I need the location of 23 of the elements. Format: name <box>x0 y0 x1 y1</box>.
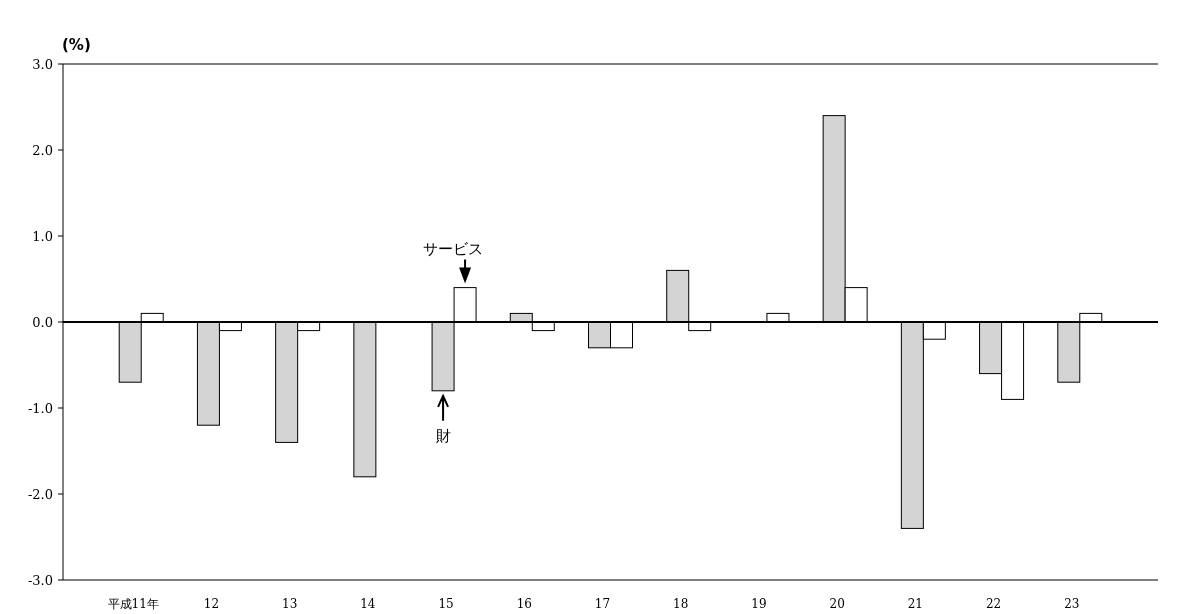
x-tick-label: 15 <box>438 597 454 611</box>
legend-label: 財 <box>435 426 451 445</box>
x-tick-label: 16 <box>516 597 532 611</box>
x-tick-label: 21 <box>907 597 923 611</box>
x-tick-label: 13 <box>282 597 298 611</box>
x-tick-label: 20 <box>829 597 845 611</box>
y-axis-title: (%) <box>62 36 91 54</box>
y-tick-label: 1.0 <box>32 229 53 244</box>
x-tick-label: 22 <box>985 597 1002 611</box>
x-tick-label: 17 <box>594 597 611 611</box>
x-tick-label: 14 <box>360 597 376 611</box>
x-tick-label: 12 <box>203 597 220 611</box>
text: サービス <box>423 239 484 258</box>
y-tick-label: -2.0 <box>27 487 53 502</box>
x-tick-label: 平成11年 <box>107 597 159 611</box>
y-tick-label: 2.0 <box>32 143 53 158</box>
x-tick-label: 19 <box>751 597 767 611</box>
y-tick-label: 3.0 <box>32 57 53 72</box>
y-tick-label: -3.0 <box>27 573 53 588</box>
y-tick-label: -1.0 <box>27 401 53 416</box>
x-tick-label: 18 <box>673 597 689 611</box>
x-tick-label: 23 <box>1064 597 1080 611</box>
y-tick-label: 0.0 <box>32 315 53 330</box>
